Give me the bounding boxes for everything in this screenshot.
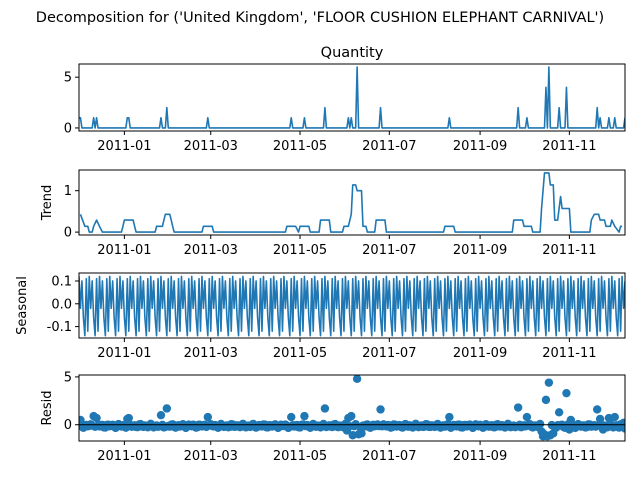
plot-area xyxy=(79,66,625,129)
x-tick-label: 2011-05 xyxy=(273,346,327,361)
resid-point xyxy=(620,424,625,433)
x-tick-label: 2011-05 xyxy=(273,243,327,258)
y-tick-label: 0.1 xyxy=(51,274,72,289)
y-tick-label: 0 xyxy=(64,418,72,433)
x-tick-label: 2011-01 xyxy=(97,139,151,154)
x-tick-label: 2011-03 xyxy=(184,139,238,154)
resid-point xyxy=(357,429,366,438)
resid-point xyxy=(124,413,133,423)
x-tick-label: 2011-07 xyxy=(362,449,416,464)
subplot-3: -0.1 0.0 0.1 2011-01 2011-03 2011-05 2011-07 20… xyxy=(15,272,626,361)
x-tick-label: 2011-01 xyxy=(97,449,151,464)
x-tick-label: 2011-07 xyxy=(362,243,416,258)
resid-point xyxy=(513,403,523,412)
resid-point xyxy=(156,410,166,420)
y-axis-label: Trend xyxy=(40,185,55,222)
x-tick-label: 2011-11 xyxy=(542,449,596,464)
resid-point xyxy=(203,412,213,422)
resid-point xyxy=(541,395,551,405)
x-tick-label: 2011-09 xyxy=(453,243,507,258)
series-line xyxy=(79,66,625,129)
resid-point xyxy=(376,405,385,414)
y-tick-label: -0.1 xyxy=(47,320,72,335)
x-tick-label: 2011-01 xyxy=(97,346,151,361)
resid-point xyxy=(347,411,356,421)
axes-frame xyxy=(78,272,626,339)
resid-point xyxy=(562,388,571,398)
subplot-4: 0 5 2011-01 2011-03 2011-05 2011-07 2011-09 201… xyxy=(40,370,626,464)
axes-frame xyxy=(78,374,626,442)
figure-suptitle: Decomposition for ('United Kingdom', 'FL… xyxy=(36,10,604,26)
resid-point xyxy=(162,404,172,413)
x-tick-label: 2011-09 xyxy=(453,346,507,361)
x-tick-label: 2011-11 xyxy=(542,346,596,361)
resid-point xyxy=(544,378,554,387)
y-axis-label: Seasonal xyxy=(15,276,30,335)
x-tick-label: 2011-03 xyxy=(184,243,238,258)
y-axis-label: Resid xyxy=(40,390,55,425)
axes-frame xyxy=(78,63,626,132)
y-tick-label: 1 xyxy=(64,184,72,199)
x-tick-label: 2011-01 xyxy=(97,243,151,258)
plot-area xyxy=(79,275,625,337)
x-tick-label: 2011-11 xyxy=(542,243,596,258)
y-tick-label: 0.0 xyxy=(51,297,72,312)
resid-point xyxy=(300,411,309,421)
series-line xyxy=(79,275,625,337)
axes-title: Quantity xyxy=(321,45,384,61)
axes-frame xyxy=(78,169,626,236)
x-tick-label: 2011-03 xyxy=(184,346,238,361)
resid-point xyxy=(595,414,605,424)
resid-point xyxy=(592,405,602,414)
y-tick-label: 5 xyxy=(64,71,72,86)
y-tick-label: 0 xyxy=(64,121,72,136)
resid-point xyxy=(610,412,619,422)
series-line xyxy=(79,172,623,233)
y-tick-label: 5 xyxy=(64,370,72,385)
resid-point xyxy=(535,419,545,429)
resid-point xyxy=(554,408,564,417)
x-tick-label: 2011-09 xyxy=(453,139,507,154)
y-tick-label: 0 xyxy=(64,226,72,241)
plot-area xyxy=(79,172,623,233)
plot-area xyxy=(79,375,625,441)
resid-point xyxy=(287,412,296,422)
x-tick-label: 2011-09 xyxy=(453,449,507,464)
resid-point xyxy=(320,404,330,413)
resid-point xyxy=(92,413,101,423)
x-tick-label: 2011-07 xyxy=(362,346,416,361)
subplot-panels: 0 5 2011-01 2011-03 2011-05 2011-07 2011-09 201… xyxy=(15,45,626,464)
x-tick-label: 2011-05 xyxy=(273,449,327,464)
resid-point xyxy=(445,412,454,422)
resid-point xyxy=(522,412,532,422)
x-tick-label: 2011-03 xyxy=(184,449,238,464)
subplot-1: 0 5 2011-01 2011-03 2011-05 2011-07 2011-09 201… xyxy=(64,45,626,154)
subplot-2: 0 1 2011-01 2011-03 2011-05 2011-07 2011-09 201… xyxy=(40,169,626,258)
resid-point xyxy=(352,375,362,384)
x-tick-label: 2011-11 xyxy=(542,139,596,154)
x-tick-label: 2011-05 xyxy=(273,139,327,154)
x-tick-label: 2011-07 xyxy=(362,139,416,154)
